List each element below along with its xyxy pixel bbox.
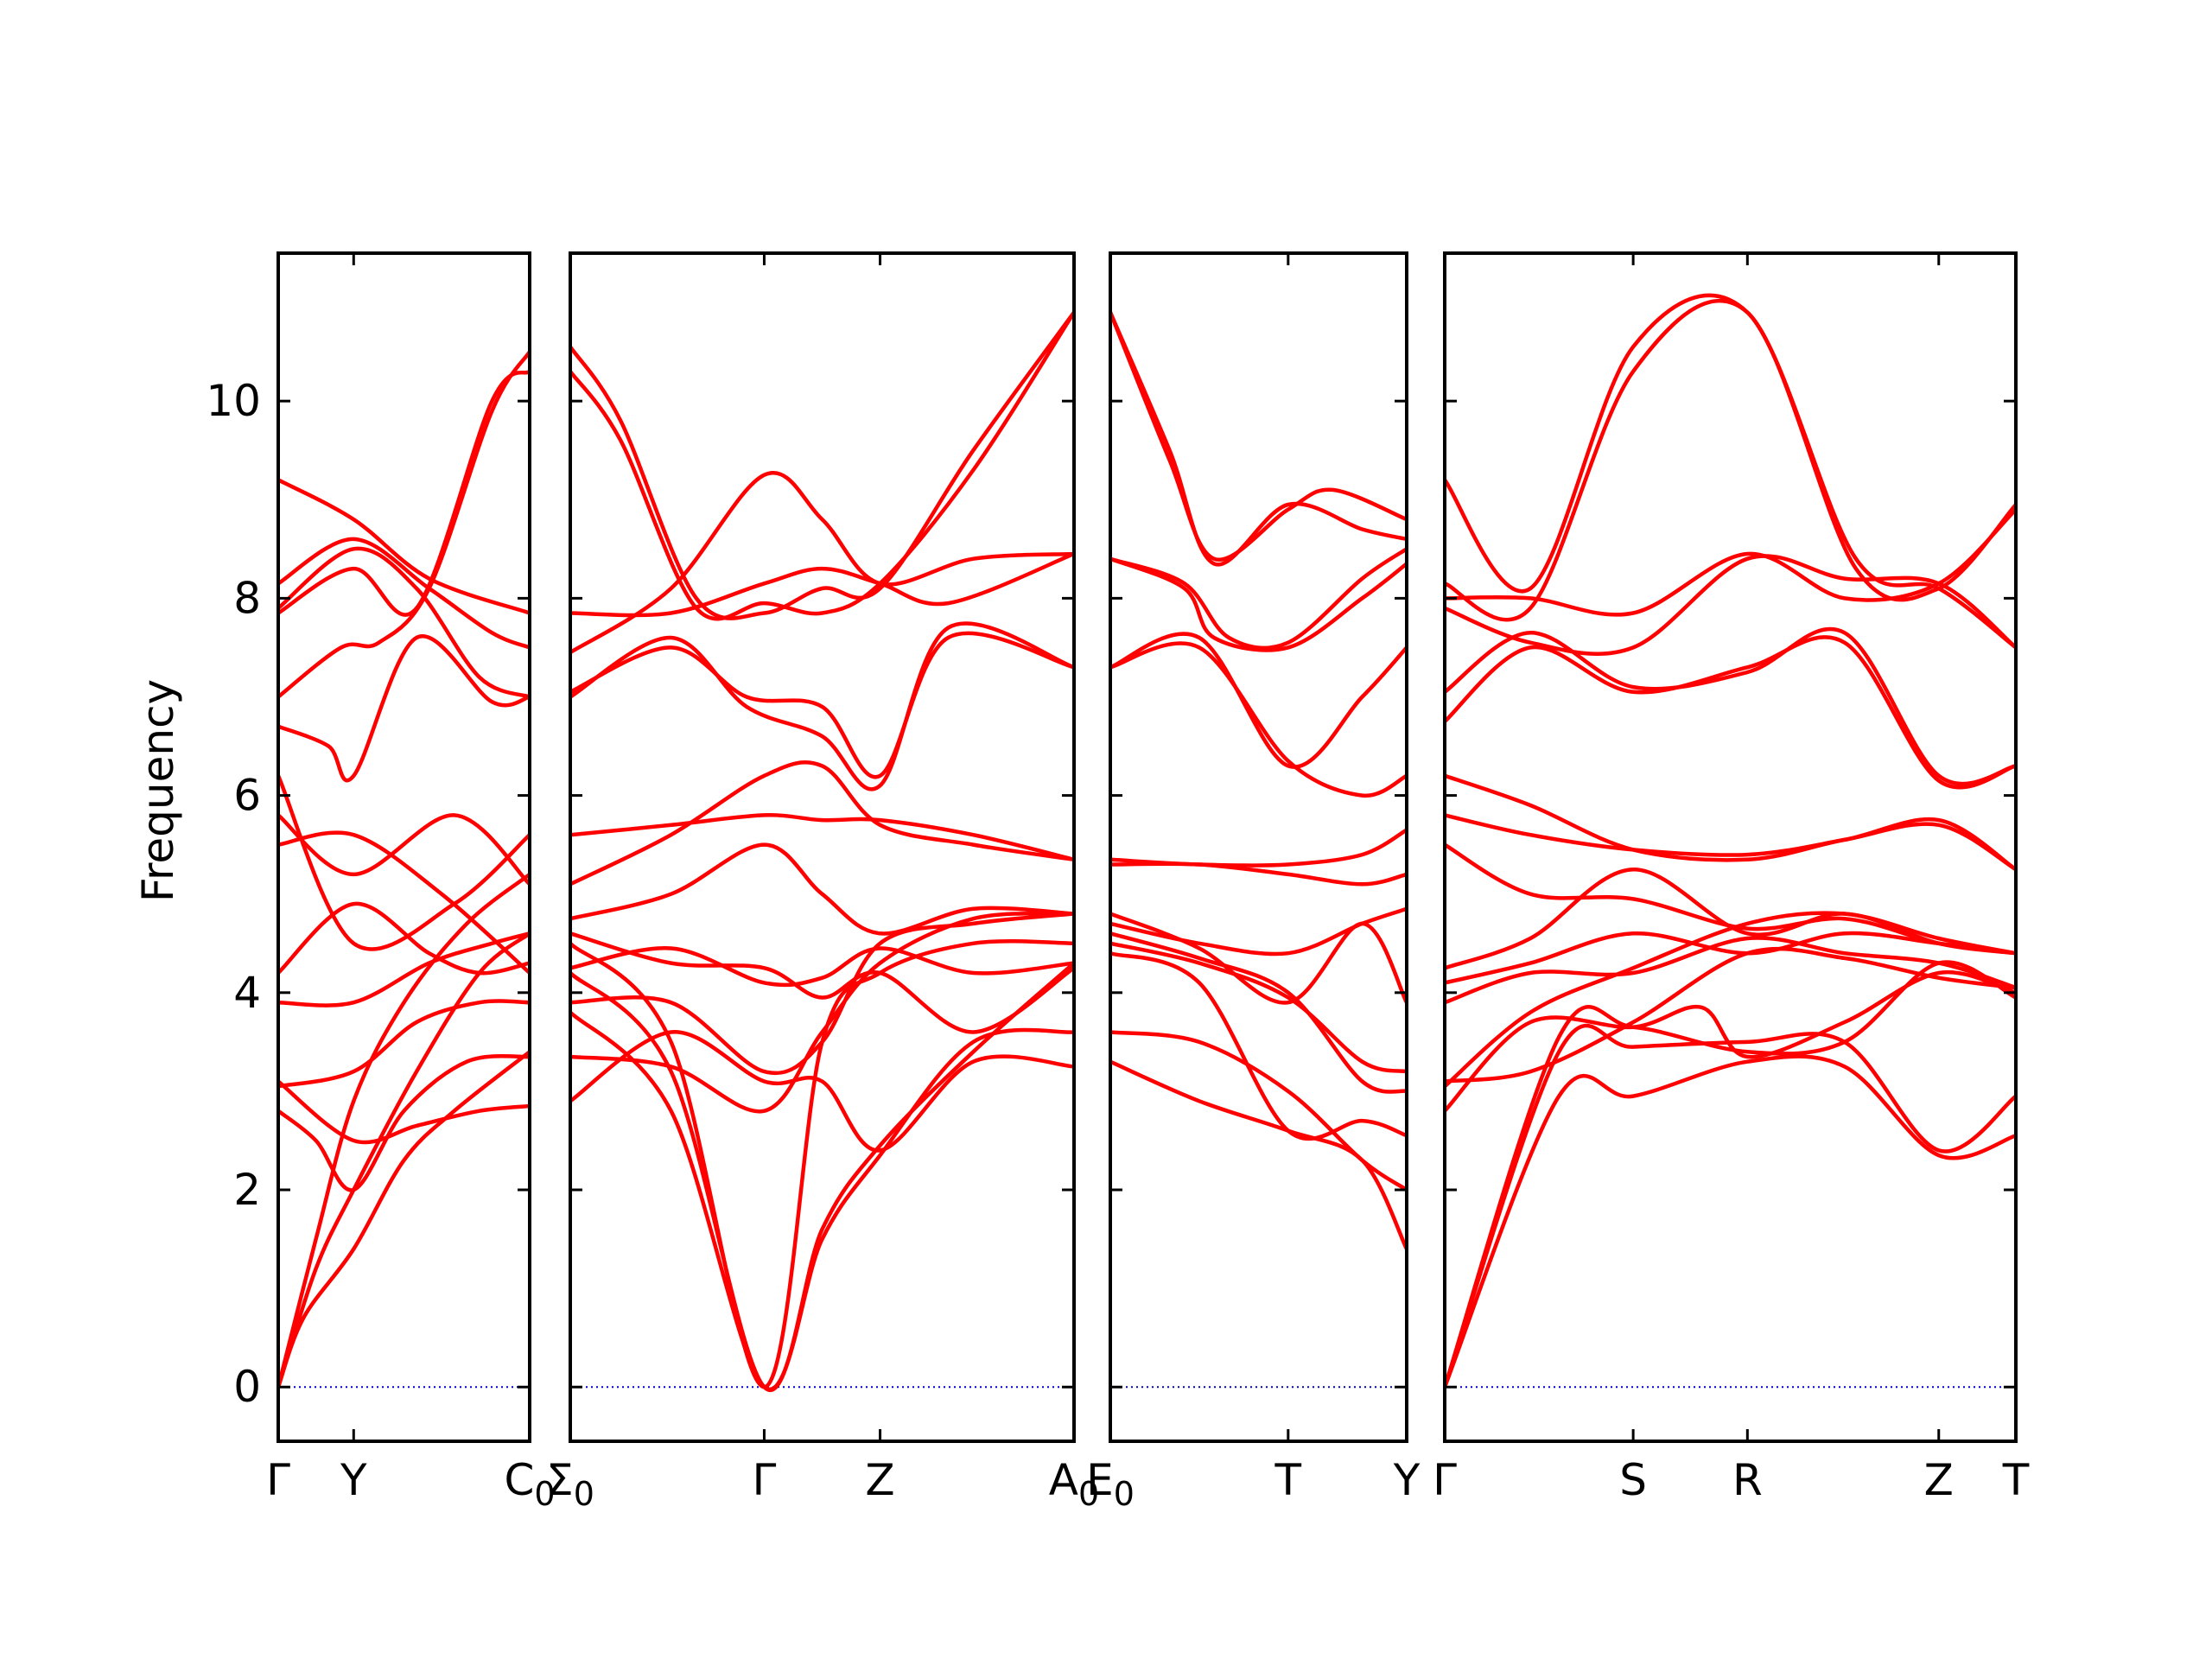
band-line [1445,1023,2016,1389]
band-line [1445,298,2016,622]
panel-3: E0 T Y [1086,251,1421,1513]
bands [278,349,530,1389]
band-line [570,310,1074,620]
band-line [1445,960,2016,1389]
bands [1110,310,1407,1251]
y-tick-label: 10 [206,376,261,426]
x-tick-label: Γ [1433,1455,1457,1505]
band-line [1445,626,2016,786]
band-line [1110,931,1407,1094]
band-line [278,830,530,976]
y-axis-label: Frequency [133,679,183,902]
x-tick-label: T [2002,1455,2030,1505]
band-line [570,911,1074,1114]
x-tick-label: Z [865,1455,894,1505]
y-tick-label: 4 [233,968,261,1018]
x-tick-label: Z [1924,1455,1954,1505]
band-line [1110,632,1407,769]
x-tick-label: Y [340,1455,367,1505]
band-line [1110,547,1407,651]
band-line [1110,310,1407,567]
band-line [278,478,530,615]
panel-frame [1109,251,1408,1443]
y-tick-label: 0 [233,1362,261,1412]
band-line [278,369,530,617]
band-line [1110,912,1407,1005]
band-line [1445,1054,2016,1389]
bands [570,310,1074,1392]
panel-2: Σ0 Γ Z A0 [546,251,1099,1513]
x-tick-label: Γ [266,1455,290,1505]
x-tick-label: R [1732,1455,1763,1505]
band-line [278,931,530,1007]
band-line [1110,1030,1407,1192]
panel-frame [276,251,531,1443]
band-line [570,912,1074,1076]
band-line [1445,842,2016,956]
band-line [1110,950,1407,1141]
band-line [1445,554,2016,657]
band-line [278,813,530,887]
band-line [278,634,530,783]
band-line [1445,635,2016,790]
x-tick-label: S [1619,1455,1647,1505]
band-line [1110,556,1407,652]
band-line [570,938,1074,1389]
band-line [1445,813,2016,872]
band-line [1110,828,1407,868]
panel-frame [1443,251,2018,1443]
band-line [278,901,530,976]
bands [1445,293,2016,1389]
band-line [278,773,530,951]
band-line [570,813,1074,862]
band-line [278,999,530,1089]
band-line [1445,969,2016,1113]
band-line [570,471,1074,655]
band-line [570,760,1074,887]
band-line [570,842,1074,936]
panel-frame [569,251,1076,1443]
x-tick-label: E0 [1086,1455,1135,1513]
band-line [1445,773,2016,872]
band-line [278,1054,530,1192]
band-line [278,1079,530,1145]
band-line [1445,936,2016,1005]
panel-1: Γ Y C0 [266,251,556,1513]
band-line [570,1010,1074,1392]
y-tick-label: 8 [233,573,261,623]
y-tick-label: 2 [233,1165,261,1215]
band-line [570,631,1074,779]
band-line [278,1050,530,1389]
band-line [1110,941,1407,1074]
band-line [570,961,1074,1392]
band-line [1445,293,2016,650]
x-tick-label: Γ [753,1455,777,1505]
y-tick-label: 6 [233,771,261,821]
band-line [278,537,530,650]
band-line [1445,507,2016,617]
band-line [570,551,1074,618]
x-tick-label: T [1274,1455,1302,1505]
band-line [1110,310,1407,563]
x-tick-label: Σ0 [546,1455,594,1513]
band-line [570,931,1074,1034]
x-tick-label: Y [1393,1455,1421,1505]
band-line [1445,946,2016,1084]
band-line [570,621,1074,791]
band-line [570,946,1074,988]
band-line [1110,641,1407,798]
band-line [570,310,1074,621]
band-line [1110,906,1407,957]
band-line [570,1030,1074,1153]
band-line [278,546,530,699]
band-line [278,872,530,1389]
